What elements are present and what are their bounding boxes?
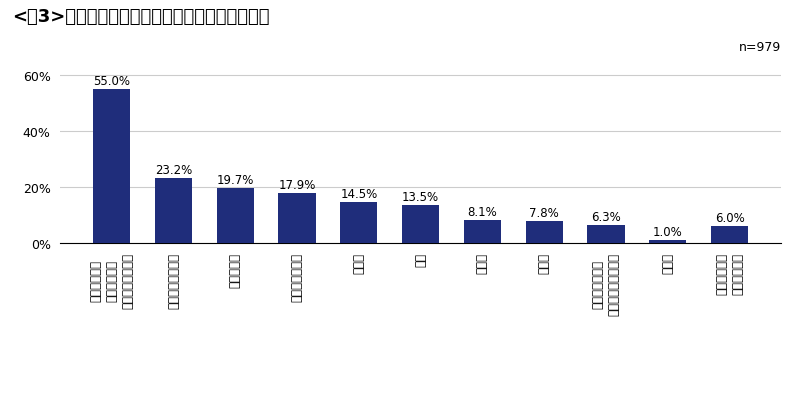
Text: 17.9%: 17.9% [279, 178, 316, 191]
Text: 14.5%: 14.5% [341, 188, 378, 200]
Bar [155, 178, 192, 243]
Text: 23.2%: 23.2% [155, 164, 192, 177]
Bar [341, 202, 378, 243]
Bar [464, 220, 501, 243]
Text: 6.3%: 6.3% [591, 211, 621, 224]
Bar [402, 205, 440, 243]
Text: 55.0%: 55.0% [93, 75, 130, 88]
Text: 13.5%: 13.5% [402, 190, 440, 203]
Text: n=979: n=979 [739, 41, 781, 54]
Bar [279, 193, 316, 243]
Text: 7.8%: 7.8% [530, 207, 559, 220]
Bar [93, 90, 130, 243]
Text: 8.1%: 8.1% [468, 205, 497, 219]
Bar [711, 226, 748, 243]
Text: 6.0%: 6.0% [715, 211, 745, 224]
Text: <図3>　おせち以外の「お取り寄せグルメ」用途: <図3> おせち以外の「お取り寄せグルメ」用途 [12, 8, 270, 26]
Bar [217, 188, 254, 243]
Bar [588, 226, 625, 243]
Bar [650, 240, 687, 243]
Text: 19.7%: 19.7% [217, 173, 254, 186]
Text: 1.0%: 1.0% [653, 225, 683, 238]
Bar [526, 221, 563, 243]
